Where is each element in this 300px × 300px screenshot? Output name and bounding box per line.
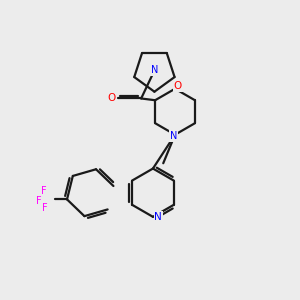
Text: O: O <box>107 94 115 103</box>
Text: F: F <box>36 196 42 206</box>
Text: N: N <box>151 65 158 76</box>
Text: F: F <box>41 186 46 196</box>
Text: O: O <box>174 81 182 92</box>
Text: N: N <box>154 212 162 222</box>
Text: F: F <box>42 203 48 213</box>
Text: N: N <box>170 131 177 141</box>
